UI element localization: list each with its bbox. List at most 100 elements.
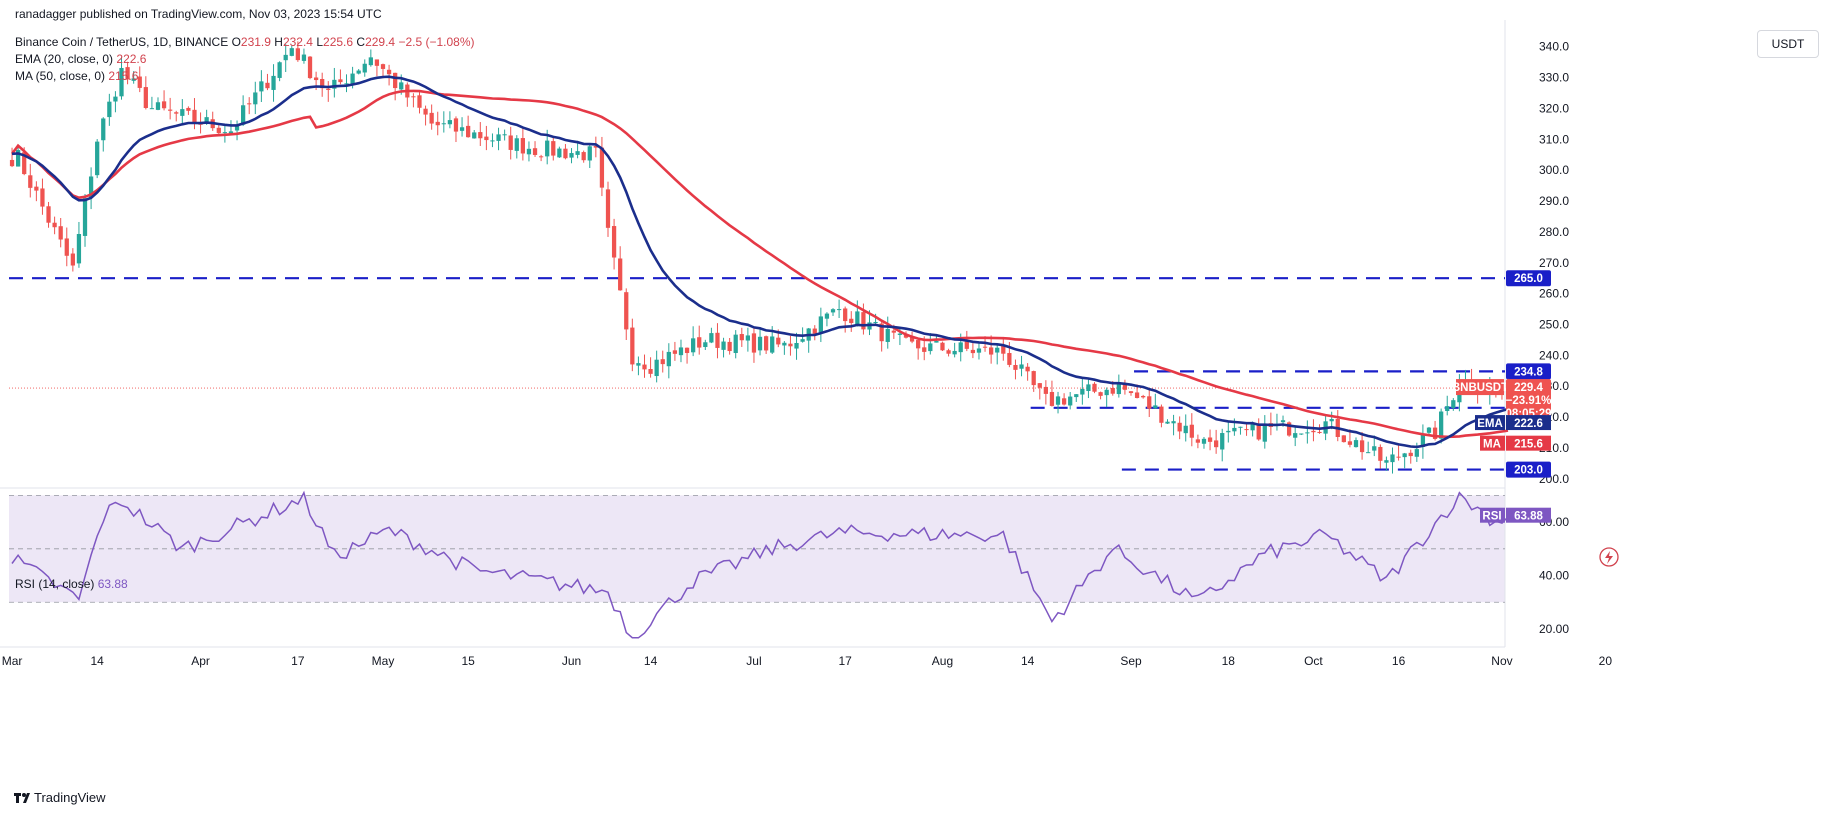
- time-tick-label: Jul: [746, 654, 761, 668]
- candle-body: [143, 87, 148, 109]
- candle-body: [429, 112, 434, 124]
- ma-legend[interactable]: MA (50, close, 0) 215.6: [15, 69, 139, 83]
- candle-body: [958, 342, 963, 353]
- candle-body: [526, 148, 532, 155]
- time-tick-label: Aug: [932, 654, 953, 668]
- rsi-line: [11, 490, 1509, 639]
- candle-body: [532, 148, 538, 155]
- symbol-title[interactable]: Binance Coin / TetherUS, 1D, BINANCE: [15, 35, 229, 49]
- candle-body: [1183, 425, 1188, 434]
- candle-body: [1414, 449, 1419, 457]
- candle-body: [1220, 433, 1225, 450]
- candle-body: [1280, 420, 1286, 423]
- candle-body: [1445, 406, 1450, 412]
- ema-legend[interactable]: EMA (20, close, 0) 222.6: [15, 52, 147, 66]
- candle-body: [222, 132, 228, 134]
- candle-body: [447, 120, 453, 125]
- candle-body: [228, 131, 234, 134]
- candle-body: [812, 328, 817, 334]
- time-tick-label: 14: [90, 654, 104, 668]
- candle-body: [34, 186, 39, 191]
- candle-body: [1390, 454, 1395, 463]
- candle-body: [989, 347, 994, 355]
- candle-body: [1353, 440, 1359, 448]
- time-tick-label: 20: [1599, 654, 1613, 668]
- candle-body: [344, 83, 349, 85]
- candle-body: [855, 311, 860, 325]
- low-value: 225.6: [323, 35, 354, 49]
- candle-body: [435, 121, 440, 126]
- candle-body: [107, 101, 112, 118]
- candle-body: [1329, 419, 1334, 422]
- candle-body: [843, 308, 848, 322]
- tradingview-footer[interactable]: TradingView: [14, 790, 106, 805]
- price-tick-label: 310.0: [1539, 132, 1569, 146]
- candle-body: [271, 75, 276, 90]
- candle-body: [1286, 422, 1292, 436]
- candle-body: [684, 347, 690, 354]
- candle-body: [618, 258, 623, 291]
- time-tick-label: Jun: [562, 654, 581, 668]
- candle-body: [757, 336, 763, 351]
- candle-body: [277, 62, 282, 78]
- candle-body: [970, 349, 976, 354]
- time-tick-label: 16: [1392, 654, 1406, 668]
- candle-body: [9, 159, 15, 167]
- event-flash-icon[interactable]: [1599, 547, 1619, 567]
- candle-body: [1244, 429, 1249, 431]
- candle-body: [1341, 435, 1346, 443]
- candle-body: [374, 59, 380, 66]
- candle-body: [46, 206, 51, 223]
- candle-body: [478, 132, 483, 139]
- candle-body: [411, 96, 416, 98]
- candle-body: [149, 108, 155, 110]
- candle-body: [362, 63, 367, 73]
- candle-body: [745, 335, 751, 341]
- candle-body: [654, 359, 659, 377]
- ema-axis-tag-value: 222.6: [1514, 418, 1543, 430]
- time-tick-label: Sep: [1120, 654, 1142, 668]
- candle-body: [125, 67, 130, 80]
- ma50-line: [10, 89, 1509, 439]
- candle-body: [1439, 411, 1444, 439]
- price-tick-label: 250.0: [1539, 317, 1569, 331]
- candle-body: [964, 341, 969, 349]
- candle-body: [916, 340, 921, 349]
- event-flash-bolt: [1605, 551, 1613, 564]
- candle-body: [241, 105, 246, 125]
- candle-body: [946, 350, 951, 354]
- candle-body: [885, 328, 890, 342]
- candle-body: [763, 336, 769, 351]
- candle-body: [721, 341, 726, 350]
- ma-axis-tag: [1506, 435, 1551, 451]
- candle-body: [739, 334, 744, 341]
- candle-body: [1305, 432, 1310, 434]
- ema-axis-tag-name-bg: [1475, 415, 1505, 431]
- candle-body: [253, 92, 258, 105]
- candle-body: [538, 156, 544, 158]
- rsi-legend[interactable]: RSI (14, close) 63.88: [15, 577, 128, 591]
- candle-body: [636, 363, 641, 366]
- ma-axis-tag-value: 215.6: [1514, 439, 1543, 451]
- candle-body: [557, 148, 562, 158]
- candle-body: [587, 146, 592, 161]
- candle-body: [630, 327, 635, 365]
- candle-body: [581, 152, 586, 161]
- candle-body: [1384, 460, 1389, 463]
- candle-body: [386, 69, 392, 75]
- candle-body: [569, 153, 574, 158]
- price-tick-label: 300.0: [1539, 163, 1569, 177]
- candle-body: [22, 152, 27, 175]
- candle-body: [1037, 383, 1042, 388]
- candle-body: [691, 338, 696, 353]
- candle-body: [794, 343, 799, 349]
- candle-body: [113, 96, 118, 102]
- candle-body: [836, 309, 842, 311]
- candle-body: [897, 333, 903, 335]
- candle-body: [459, 127, 465, 131]
- candle-body: [1055, 396, 1061, 405]
- currency-button[interactable]: USDT: [1757, 30, 1819, 58]
- ma-legend-value: 215.6: [108, 69, 139, 83]
- footer-brand: TradingView: [34, 790, 106, 805]
